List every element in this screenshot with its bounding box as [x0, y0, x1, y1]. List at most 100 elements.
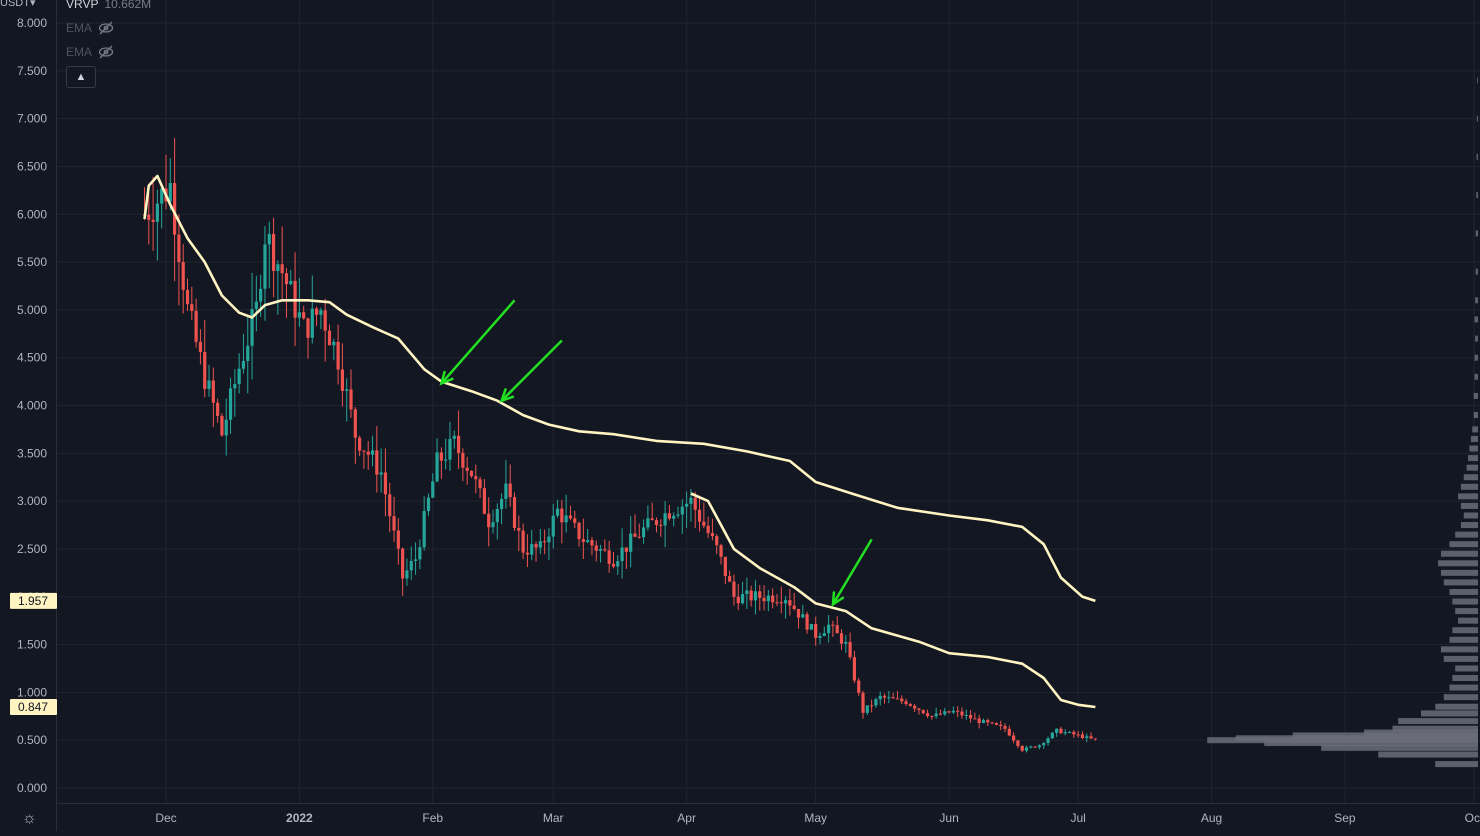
- candle: [469, 470, 474, 478]
- candle: [990, 721, 994, 725]
- collapse-legend-button[interactable]: ▲: [66, 66, 96, 88]
- currency-label[interactable]: USDT▾: [0, 0, 35, 9]
- candle: [147, 193, 151, 245]
- y-tick-label: 6.000: [17, 207, 47, 221]
- candle: [525, 534, 530, 568]
- profile-bar: [1449, 541, 1478, 548]
- candle: [732, 574, 736, 606]
- candle: [590, 536, 594, 556]
- candle: [345, 378, 349, 422]
- candle: [667, 505, 672, 521]
- profile-bar: [1475, 297, 1478, 304]
- candle: [964, 709, 968, 720]
- y-tick-label: 3.500: [17, 446, 47, 460]
- y-tick-label: 4.500: [17, 351, 47, 365]
- profile-bar: [1440, 550, 1478, 557]
- legend-vrvp[interactable]: VRVP 10.662M: [66, 0, 151, 11]
- profile-bar: [1455, 531, 1478, 538]
- candle: [216, 398, 220, 423]
- legend-ema-2[interactable]: EMA: [66, 45, 114, 59]
- candle: [194, 298, 198, 348]
- candle: [921, 709, 925, 715]
- candle: [771, 588, 775, 609]
- profile-bar: [1474, 354, 1478, 361]
- candle: [654, 517, 659, 533]
- candle: [448, 421, 452, 471]
- candle: [805, 611, 809, 634]
- chevron-down-icon: ▾: [29, 0, 36, 9]
- candle: [379, 448, 383, 493]
- candle: [547, 528, 551, 561]
- candle: [233, 369, 237, 417]
- eye-slash-icon[interactable]: [98, 21, 114, 35]
- candle: [607, 540, 611, 573]
- candle: [951, 706, 955, 714]
- candle: [934, 707, 938, 719]
- candle: [779, 586, 783, 614]
- gear-icon[interactable]: ☼: [22, 810, 37, 827]
- profile-bar: [1449, 684, 1478, 691]
- profile-bar: [1449, 636, 1478, 643]
- svg-text:1.957: 1.957: [18, 594, 48, 608]
- candle: [289, 269, 293, 286]
- candle: [306, 317, 310, 359]
- candle: [409, 546, 413, 580]
- candle: [1042, 742, 1046, 749]
- candle: [822, 626, 826, 637]
- profile-bar: [1455, 608, 1478, 615]
- x-tick-label: Feb: [422, 811, 443, 825]
- candle: [444, 438, 448, 470]
- candle: [452, 430, 456, 449]
- candle: [891, 692, 895, 699]
- profile-bar: [1440, 569, 1478, 576]
- candle: [297, 277, 301, 327]
- candle: [839, 629, 844, 650]
- legend-ema-1[interactable]: EMA: [66, 21, 114, 35]
- candle: [181, 244, 185, 314]
- x-tick-label: Jun: [939, 811, 958, 825]
- annotation-arrow: [831, 538, 873, 607]
- x-tick-label: Dec: [155, 811, 176, 825]
- candle: [749, 585, 753, 607]
- candle: [323, 298, 327, 362]
- profile-bar: [1474, 373, 1478, 380]
- candle: [267, 221, 271, 289]
- candle: [353, 407, 357, 464]
- y-tick-label: 7.500: [17, 64, 47, 78]
- x-tick-label: Mar: [543, 811, 564, 825]
- annotation-arrow: [499, 339, 563, 403]
- annotation-arrow: [439, 299, 516, 386]
- profile-bar: [1475, 230, 1478, 237]
- candle: [680, 499, 684, 534]
- candle: [543, 529, 547, 555]
- candle: [521, 523, 525, 560]
- candle: [431, 473, 435, 499]
- vrvp-label: VRVP: [66, 0, 99, 11]
- x-axis[interactable]: Dec 2022 Feb Mar Apr May Jun Jul Aug Sep Oct: [57, 803, 1480, 826]
- candle: [392, 496, 396, 543]
- candle: [904, 698, 908, 706]
- candle: [512, 492, 517, 532]
- candle: [280, 226, 284, 299]
- candle: [629, 516, 633, 568]
- profile-bar: [1469, 445, 1478, 452]
- profile-bar: [1460, 522, 1478, 529]
- profile-bar: [1476, 153, 1478, 160]
- candle: [641, 519, 646, 544]
- candle: [534, 541, 538, 562]
- candle: [848, 632, 852, 660]
- profile-bar: [1477, 77, 1478, 84]
- candle: [1037, 744, 1042, 750]
- candle: [723, 556, 727, 585]
- eye-slash-icon[interactable]: [98, 45, 114, 59]
- candle: [581, 518, 585, 560]
- y-axis[interactable]: 0.0000.5001.0001.5002.0002.5003.0003.500…: [0, 0, 57, 831]
- candle: [1067, 731, 1072, 734]
- candle: [1089, 732, 1093, 740]
- profile-bar: [1321, 744, 1478, 751]
- candle: [611, 551, 616, 569]
- vrvp-value: 10.662M: [104, 0, 152, 11]
- candle: [1003, 723, 1007, 733]
